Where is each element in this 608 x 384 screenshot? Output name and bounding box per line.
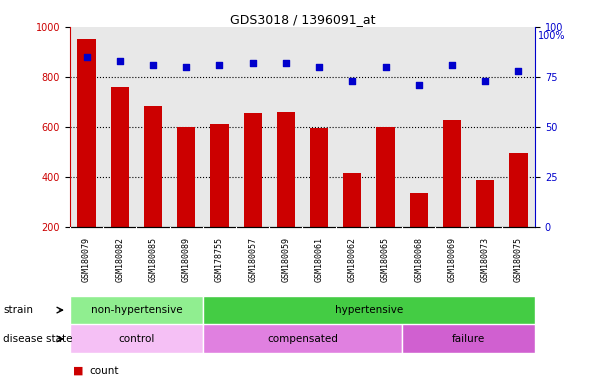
Bar bbox=[476, 180, 494, 276]
Text: GSM180062: GSM180062 bbox=[348, 237, 357, 282]
Bar bbox=[210, 124, 229, 276]
Point bbox=[248, 60, 258, 66]
Text: GSM180082: GSM180082 bbox=[116, 237, 124, 282]
Bar bbox=[410, 193, 428, 276]
Text: GSM180061: GSM180061 bbox=[314, 237, 323, 282]
Title: GDS3018 / 1396091_at: GDS3018 / 1396091_at bbox=[230, 13, 375, 26]
Bar bbox=[111, 87, 129, 276]
Bar bbox=[443, 121, 461, 276]
Text: disease state: disease state bbox=[3, 334, 72, 344]
Bar bbox=[203, 324, 402, 353]
Text: GSM180085: GSM180085 bbox=[148, 237, 157, 282]
Bar bbox=[77, 40, 95, 276]
Text: 100%: 100% bbox=[538, 31, 565, 41]
Bar bbox=[70, 296, 203, 324]
Point bbox=[281, 60, 291, 66]
Text: compensated: compensated bbox=[267, 334, 338, 344]
Text: control: control bbox=[118, 334, 154, 344]
Point bbox=[347, 78, 357, 84]
Point bbox=[414, 82, 424, 88]
Text: GSM180059: GSM180059 bbox=[282, 237, 291, 282]
Bar bbox=[244, 113, 262, 276]
Bar bbox=[343, 173, 361, 276]
Point bbox=[480, 78, 490, 84]
Text: GSM180073: GSM180073 bbox=[481, 237, 489, 282]
Text: ■: ■ bbox=[73, 366, 83, 376]
Text: GSM180089: GSM180089 bbox=[182, 237, 191, 282]
Bar bbox=[277, 112, 295, 276]
Text: GSM180069: GSM180069 bbox=[447, 237, 457, 282]
Bar bbox=[402, 324, 535, 353]
Bar bbox=[376, 127, 395, 276]
Bar bbox=[144, 106, 162, 276]
Text: hypertensive: hypertensive bbox=[335, 305, 403, 315]
Point bbox=[81, 54, 91, 60]
Point bbox=[215, 62, 224, 68]
Bar bbox=[310, 128, 328, 276]
Text: count: count bbox=[89, 366, 119, 376]
Bar bbox=[177, 127, 195, 276]
Text: failure: failure bbox=[452, 334, 485, 344]
Text: GSM180057: GSM180057 bbox=[248, 237, 257, 282]
Text: GSM180068: GSM180068 bbox=[414, 237, 423, 282]
Point bbox=[115, 58, 125, 64]
Point bbox=[181, 64, 191, 70]
Point bbox=[514, 68, 523, 74]
Text: GSM180065: GSM180065 bbox=[381, 237, 390, 282]
Bar bbox=[203, 296, 535, 324]
Bar bbox=[70, 324, 203, 353]
Text: non-hypertensive: non-hypertensive bbox=[91, 305, 182, 315]
Text: strain: strain bbox=[3, 305, 33, 315]
Point bbox=[381, 64, 390, 70]
Point bbox=[148, 62, 158, 68]
Text: GSM180075: GSM180075 bbox=[514, 237, 523, 282]
Bar bbox=[510, 153, 528, 276]
Text: GSM180079: GSM180079 bbox=[82, 237, 91, 282]
Point bbox=[447, 62, 457, 68]
Point bbox=[314, 64, 324, 70]
Text: GSM178755: GSM178755 bbox=[215, 237, 224, 282]
